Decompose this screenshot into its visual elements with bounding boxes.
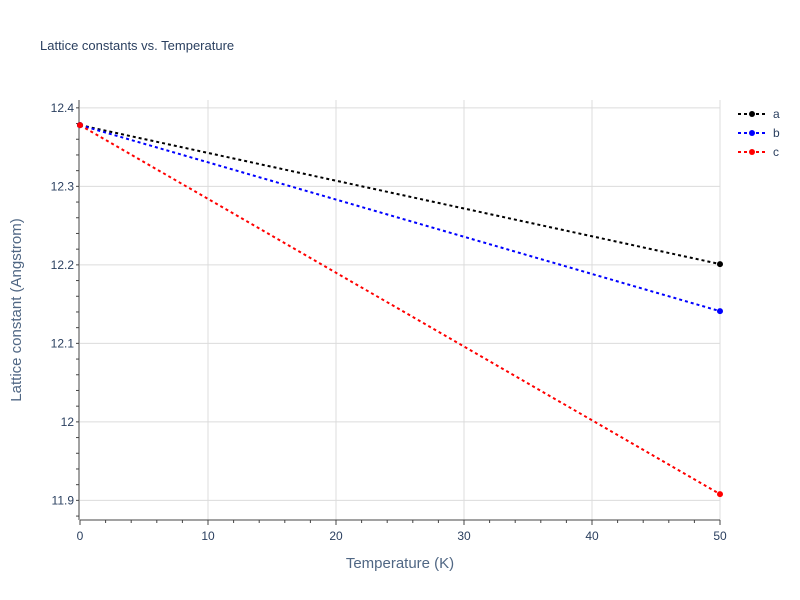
legend-item-c[interactable]: c	[738, 145, 779, 159]
data-point-b[interactable]	[717, 308, 723, 315]
series-line-a[interactable]	[79, 124, 721, 266]
series-c[interactable]	[77, 122, 723, 498]
y-tick-label: 11.9	[52, 493, 75, 507]
x-tick-label: 20	[329, 529, 343, 543]
data-point-a[interactable]	[717, 261, 723, 268]
legend-marker	[749, 111, 755, 117]
series-a[interactable]	[77, 122, 723, 268]
chart-title: Lattice constants vs. Temperature	[40, 38, 234, 53]
y-tick-label: 12	[61, 415, 75, 429]
legend[interactable]: abc	[738, 107, 780, 159]
legend-marker	[749, 149, 755, 155]
x-tick-label: 0	[77, 529, 84, 543]
legend-label: c	[773, 145, 779, 159]
legend-item-a[interactable]: a	[738, 107, 780, 121]
series-b[interactable]	[77, 122, 723, 315]
x-tick-label: 40	[585, 529, 599, 543]
x-axis-title: Temperature (K)	[346, 555, 454, 572]
x-tick-label: 30	[457, 529, 471, 543]
series-line-c[interactable]	[79, 124, 721, 495]
y-tick-label: 12.2	[51, 258, 75, 272]
legend-label: a	[773, 107, 780, 121]
y-axis-title: Lattice constant (Angstrom)	[8, 218, 25, 401]
x-tick-label: 10	[201, 529, 215, 543]
y-tick-label: 12.4	[51, 101, 75, 115]
y-tick-label: 12.1	[51, 336, 75, 350]
grid	[80, 100, 721, 520]
data-point-c[interactable]	[77, 122, 83, 129]
data-point-c[interactable]	[717, 491, 723, 498]
legend-label: b	[773, 126, 780, 140]
series-line-b[interactable]	[79, 124, 721, 313]
axes: 0 10 20 30 40 50 11.9 12 12.1 12.2 12.3 12.4	[51, 100, 727, 543]
x-tick-label: 50	[713, 529, 727, 543]
series-lines	[77, 122, 723, 498]
y-tick-label: 12.3	[51, 179, 75, 193]
legend-item-b[interactable]: b	[738, 126, 780, 140]
legend-marker	[749, 130, 755, 136]
